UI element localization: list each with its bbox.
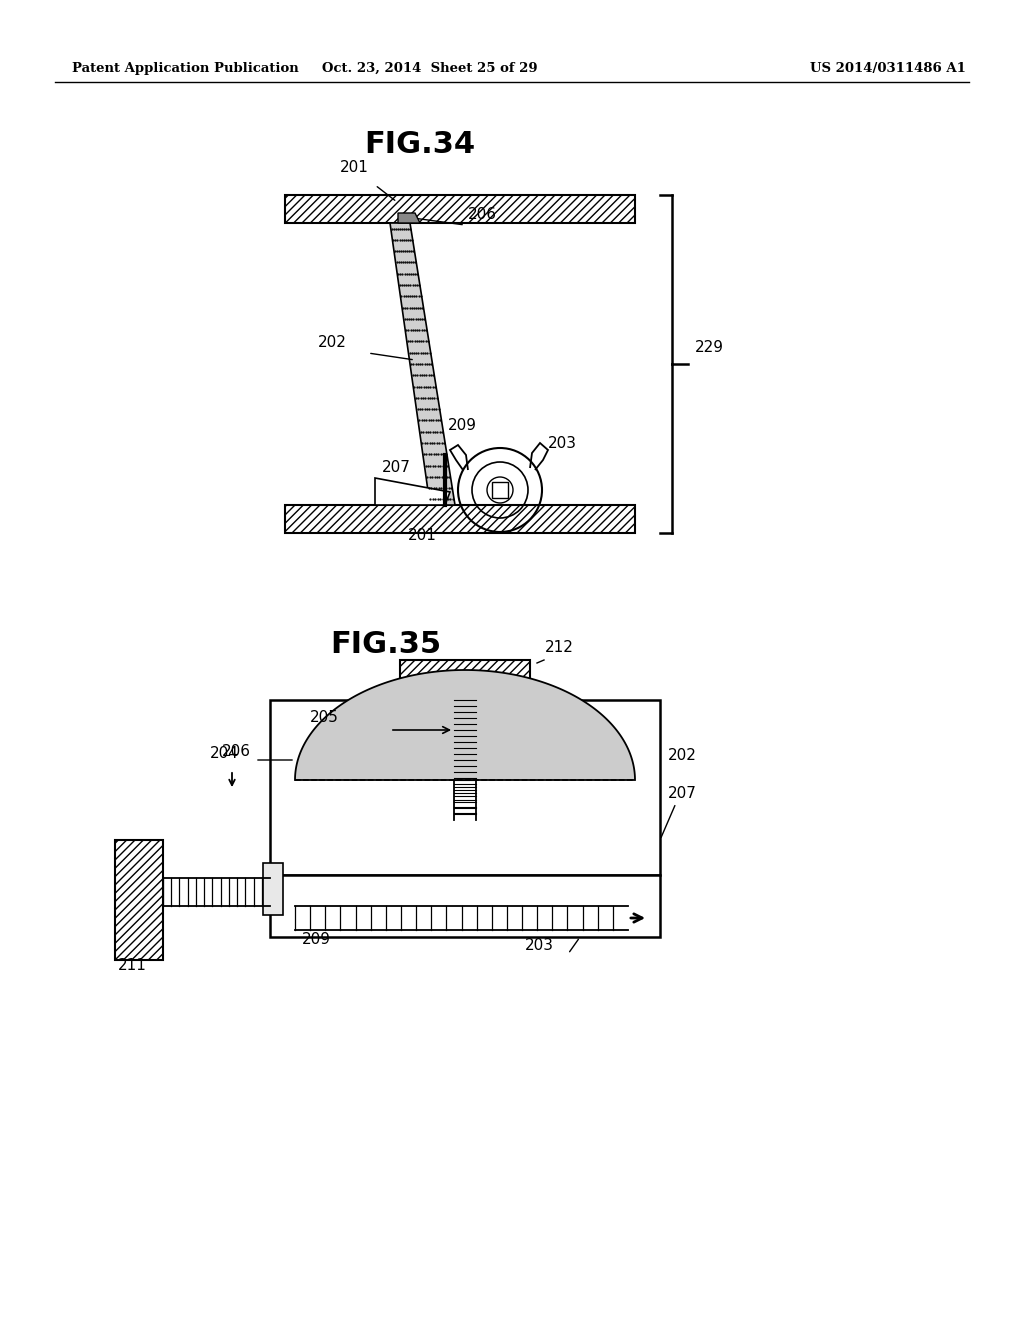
Bar: [263, 863, 283, 915]
Bar: [270, 875, 660, 937]
Text: 202: 202: [668, 748, 697, 763]
Polygon shape: [375, 478, 450, 506]
Text: Patent Application Publication: Patent Application Publication: [72, 62, 299, 75]
Text: 203: 203: [525, 939, 554, 953]
Text: 212: 212: [545, 640, 573, 655]
Bar: [285, 506, 635, 533]
Text: FIG.34: FIG.34: [365, 129, 475, 158]
Text: 211: 211: [118, 958, 146, 973]
Text: 201: 201: [408, 528, 437, 543]
Polygon shape: [390, 223, 455, 506]
Text: 205: 205: [310, 710, 339, 725]
Text: FIG.35: FIG.35: [330, 630, 441, 659]
Bar: [492, 482, 508, 498]
Text: 203: 203: [548, 436, 577, 451]
Bar: [115, 840, 163, 960]
Text: Oct. 23, 2014  Sheet 25 of 29: Oct. 23, 2014 Sheet 25 of 29: [323, 62, 538, 75]
Bar: [400, 660, 530, 700]
Text: 202: 202: [318, 335, 347, 350]
Text: 209: 209: [449, 418, 477, 433]
Text: 209: 209: [302, 932, 331, 946]
Text: 201: 201: [340, 160, 369, 176]
Bar: [270, 700, 660, 875]
Bar: [285, 195, 635, 223]
Text: 207: 207: [382, 459, 411, 475]
Text: 206: 206: [222, 744, 251, 759]
Text: 229: 229: [695, 341, 724, 355]
Text: 206: 206: [468, 207, 497, 222]
Text: 204: 204: [210, 746, 239, 762]
Polygon shape: [398, 213, 420, 223]
Polygon shape: [295, 671, 635, 780]
Text: US 2014/0311486 A1: US 2014/0311486 A1: [810, 62, 966, 75]
Text: 207: 207: [668, 785, 697, 801]
